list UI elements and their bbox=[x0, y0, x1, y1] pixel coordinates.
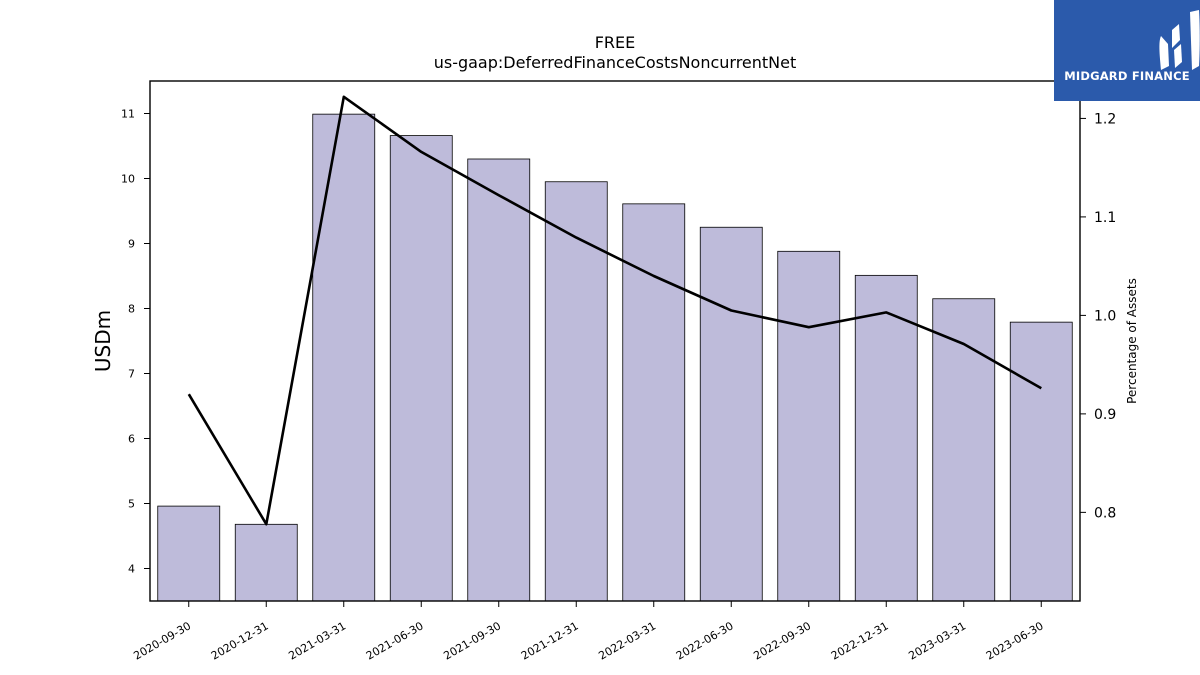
x-tick-label: 2023-03-31 bbox=[906, 619, 968, 662]
bar-2020-12-31 bbox=[234, 523, 298, 602]
x-tick-label: 2023-06-30 bbox=[984, 619, 1046, 662]
bar-2022-12-31 bbox=[854, 274, 918, 602]
bar-2023-03-31 bbox=[932, 298, 996, 602]
bar-2020-09-30 bbox=[157, 505, 221, 602]
x-tick-label: 2020-12-31 bbox=[209, 619, 271, 662]
y-tick-label: 11 bbox=[121, 108, 135, 121]
x-tick-label: 2021-06-30 bbox=[364, 619, 426, 662]
bar-2022-03-31 bbox=[622, 203, 686, 602]
y2-axis-label: Percentage of Assets bbox=[1125, 278, 1139, 404]
chart-subtitle: us-gaap:DeferredFinanceCostsNoncurrentNe… bbox=[434, 53, 797, 72]
x-tick-label: 2020-09-30 bbox=[131, 619, 193, 662]
plot-frame bbox=[149, 80, 1081, 602]
x-tick-label: 2022-12-31 bbox=[829, 619, 891, 662]
x-tick-label: 2021-12-31 bbox=[519, 619, 581, 662]
x-tick-label: 2022-06-30 bbox=[674, 619, 736, 662]
line-layer bbox=[187, 95, 1042, 526]
bar-2023-06-30 bbox=[1009, 321, 1073, 602]
y2-tick-label: 1.1 bbox=[1094, 210, 1116, 226]
bar-2021-09-30 bbox=[467, 158, 531, 602]
bar-2022-09-30 bbox=[777, 250, 841, 602]
x-tick-label: 2022-09-30 bbox=[751, 619, 813, 662]
x-tick-label: 2021-03-31 bbox=[286, 619, 348, 662]
y-tick-label: 6 bbox=[128, 433, 135, 446]
y2-tick-label: 0.9 bbox=[1094, 407, 1116, 423]
chart-title: FREE bbox=[595, 33, 636, 52]
y-tick-label: 7 bbox=[128, 368, 135, 381]
bar-2021-03-31 bbox=[312, 113, 376, 602]
bars-layer bbox=[157, 113, 1073, 602]
y-tick-label: 8 bbox=[128, 303, 135, 316]
logo-text: MIDGARD FINANCE bbox=[1064, 69, 1190, 83]
y2-tick-label: 1.2 bbox=[1094, 111, 1116, 127]
x-tick-label: 2022-03-31 bbox=[596, 619, 658, 662]
y-tick-label: 10 bbox=[121, 173, 135, 186]
y-axis-label: USDm bbox=[91, 310, 115, 372]
x-tick-label: 2021-09-30 bbox=[441, 619, 503, 662]
y-tick-label: 9 bbox=[128, 238, 135, 251]
percentage-line bbox=[187, 95, 1042, 526]
bar-2021-12-31 bbox=[544, 181, 608, 602]
bar-2021-06-30 bbox=[389, 135, 453, 602]
y-tick-label: 5 bbox=[128, 498, 135, 511]
bar-2022-06-30 bbox=[699, 226, 763, 602]
midgard-logo-icon bbox=[1159, 10, 1200, 70]
y-tick-label: 4 bbox=[128, 563, 135, 576]
y2-tick-label: 0.8 bbox=[1094, 505, 1116, 521]
y2-tick-label: 1.0 bbox=[1094, 308, 1116, 324]
brand-logo: MIDGARD FINANCE bbox=[1054, 0, 1200, 101]
